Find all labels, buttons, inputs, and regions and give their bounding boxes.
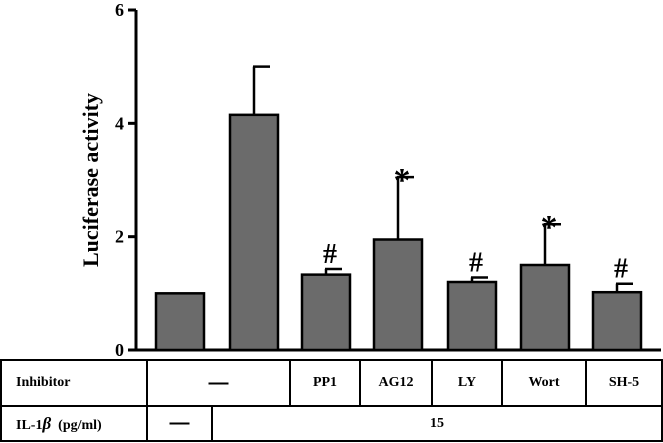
inhibitor-ag12: AG12 [359,359,433,407]
significance-marker: # [469,247,483,278]
bars: # * # * # [154,65,643,352]
il1b-row: IL-1β (pg/ml) — 15 [0,405,663,442]
bar [154,292,206,352]
significance-marker: * [394,162,411,199]
inhibitor-sh5: SH-5 [585,359,663,407]
il1b-none: — [146,405,213,442]
y-tick-label: 6 [115,0,124,20]
bar [591,290,643,352]
significance-marker: # [614,254,628,285]
y-tick-label: 2 [115,227,124,247]
treatment-table: Inhibitor — PP1 AG12 LY Wort SH-5 IL-1β … [0,359,663,442]
il1b-beta: β [42,413,52,433]
bar [446,280,498,352]
inhibitor-pp1: PP1 [289,359,361,407]
bar-chart: 0 2 4 6 Luciferase activity # * # * # [78,0,661,360]
significance-marker: # [323,239,337,270]
il1b-header: IL-1β (pg/ml) [0,405,148,442]
y-ticks: 0 2 4 6 [115,0,136,360]
il1b-prefix: IL-1 [16,417,43,433]
bar [300,273,352,352]
inhibitor-ly: LY [431,359,503,407]
bar [228,113,280,352]
inhibitor-header: Inhibitor [0,359,148,407]
il1b-dose: 15 [211,405,663,442]
inhibitor-none: — [146,359,291,407]
y-axis-label: Luciferase activity [78,93,103,267]
bar [519,263,571,352]
bar [372,238,424,352]
il1b-unit: (pg/ml) [58,417,102,433]
inhibitor-row: Inhibitor — PP1 AG12 LY Wort SH-5 [0,359,663,407]
y-tick-label: 4 [115,113,124,133]
inhibitor-wort: Wort [501,359,587,407]
significance-marker: * [541,209,558,246]
y-tick-label: 0 [115,340,124,360]
